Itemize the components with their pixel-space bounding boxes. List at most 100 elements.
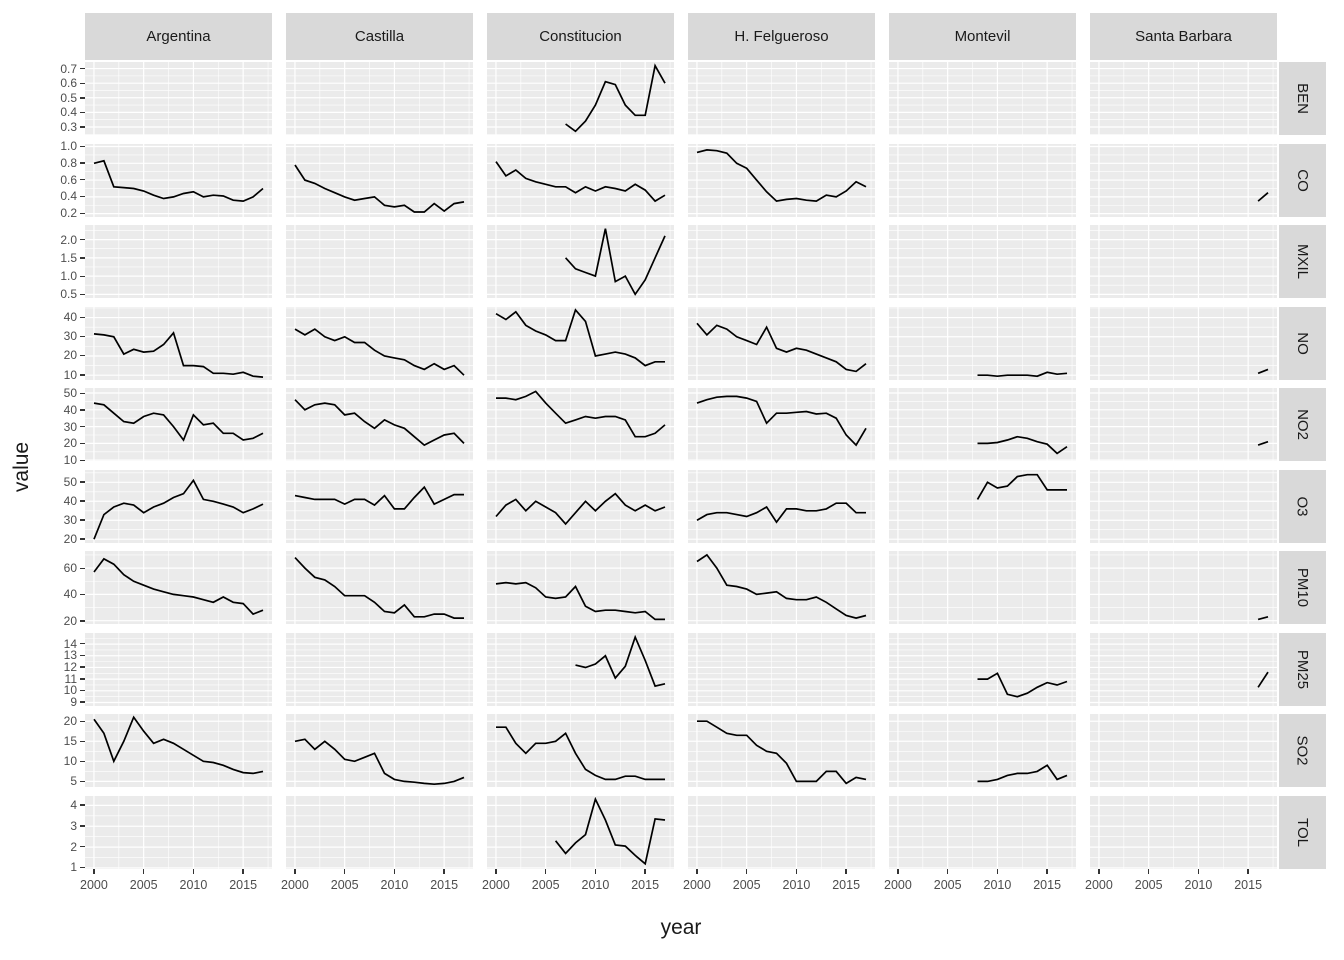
series-line-no-constitucion: [495, 307, 665, 367]
y-tick-label: 1.0: [60, 139, 77, 154]
panel-co-h-felgueroso: [688, 143, 875, 217]
x-tick-label: 2010: [581, 877, 610, 892]
y-tick-mark: [80, 593, 85, 596]
y-tick-mark: [80, 740, 85, 743]
panel-no2-constitucion: [487, 388, 674, 461]
x-tick-mark: [495, 868, 497, 874]
y-tick-label: 50: [63, 474, 77, 489]
series-line-no2-constitucion: [496, 390, 666, 438]
panel-pm25-castilla: [286, 632, 473, 706]
panel-mxil-montevil: [889, 225, 1076, 298]
y-tick-label: 5: [70, 774, 77, 789]
panel-o3-santa-barbara: [1090, 469, 1277, 543]
series-line-no2-castilla: [294, 399, 465, 447]
y-tick-label: 0.8: [60, 155, 77, 170]
y-tick-label: 10: [63, 367, 77, 382]
panel-mxil-h-felgueroso: [688, 225, 875, 298]
x-tick-mark: [294, 868, 296, 874]
x-tick-label: 2015: [832, 877, 861, 892]
x-tick-label: 2010: [179, 877, 208, 892]
panel-no-argentina: [85, 306, 272, 380]
y-tick-label: 20: [63, 613, 77, 628]
series-line-co-h-felgueroso: [696, 148, 867, 202]
facet-row-label: BEN: [1294, 83, 1311, 114]
x-tick-mark: [1197, 868, 1200, 874]
panel-pm25-constitucion: [487, 632, 674, 706]
y-tick-mark: [80, 678, 85, 680]
y-tick-mark: [80, 68, 85, 70]
y-tick-mark: [80, 804, 85, 806]
x-tick-mark: [142, 868, 145, 874]
y-tick-mark: [80, 82, 85, 85]
y-tick-label: 10: [63, 754, 77, 769]
panel-mxil-constitucion: [487, 225, 674, 298]
series-line-no-h-felgueroso: [696, 322, 867, 372]
x-tick-label: 2000: [281, 877, 309, 892]
y-tick-mark: [80, 111, 85, 114]
y-tick-mark: [80, 162, 85, 164]
y-tick-label: 30: [63, 419, 77, 434]
x-tick-label: 2005: [732, 877, 761, 892]
y-tick-mark: [80, 316, 85, 318]
y-tick-label: 0.5: [60, 287, 77, 302]
y-tick-mark: [80, 538, 85, 540]
panel-no-castilla: [286, 306, 473, 380]
y-tick-mark: [80, 374, 85, 376]
y-tick-mark: [80, 701, 85, 703]
x-tick-mark: [946, 868, 949, 874]
panel-mxil-castilla: [286, 225, 473, 298]
panel-no2-h-felgueroso: [688, 388, 875, 461]
x-tick-mark: [443, 868, 445, 874]
y-tick-mark: [80, 481, 85, 483]
facet-row-strip-co: CO: [1279, 143, 1326, 217]
facet-col-strip-constitucion: Constitucion: [487, 13, 674, 60]
series-line-co-argentina: [93, 159, 264, 202]
series-line-no-castilla: [294, 327, 465, 376]
facet-row-strip-ben: BEN: [1279, 62, 1326, 135]
y-tick-label: 50: [63, 386, 77, 401]
series-line-o3-constitucion: [495, 492, 666, 525]
facet-row-label: NO2: [1294, 409, 1311, 440]
series-line-no2-montevil: [977, 435, 1068, 455]
panel-pm10-santa-barbara: [1090, 551, 1277, 624]
panel-ben-h-felgueroso: [688, 62, 875, 135]
series-line-pm10-constitucion: [495, 581, 665, 621]
facet-row-label: PM25: [1294, 649, 1311, 689]
x-tick-mark: [696, 868, 698, 874]
x-tick-mark: [1098, 868, 1100, 874]
facet-col-strip-montevil: Montevil: [889, 13, 1076, 60]
y-tick-mark: [80, 866, 85, 869]
y-tick-mark: [80, 654, 85, 657]
y-tick-mark: [80, 666, 85, 668]
facet-row-label: PM10: [1294, 567, 1311, 608]
x-tick-label: 2015: [430, 877, 459, 892]
panel-tol-montevil: [889, 795, 1076, 869]
y-tick-label: 2: [70, 839, 77, 854]
panel-no2-montevil: [889, 388, 1076, 461]
panel-pm10-montevil: [889, 551, 1076, 624]
facet-col-strip-h-felgueroso: H. Felgueroso: [688, 13, 875, 60]
panel-o3-castilla: [286, 469, 473, 543]
panel-pm25-h-felgueroso: [688, 632, 875, 706]
facet-row-strip-so2: SO2: [1279, 714, 1326, 787]
series-line-pm10-santa-barbara: [1257, 615, 1269, 621]
panel-ben-montevil: [889, 62, 1076, 135]
facet-row-strip-pm10: PM10: [1279, 551, 1326, 624]
panel-so2-montevil: [889, 714, 1076, 787]
x-tick-mark: [845, 868, 847, 874]
panel-pm10-castilla: [286, 551, 473, 624]
panel-pm10-constitucion: [487, 551, 674, 624]
panel-pm25-montevil: [889, 632, 1076, 706]
y-tick-mark: [80, 500, 85, 502]
panel-ben-santa-barbara: [1090, 62, 1277, 135]
x-tick-mark: [192, 868, 195, 874]
x-tick-mark: [594, 868, 597, 874]
panel-ben-argentina: [85, 62, 272, 135]
panel-o3-argentina: [85, 469, 272, 543]
y-tick-label: 40: [63, 402, 77, 417]
x-tick-mark: [1247, 868, 1249, 874]
y-tick-mark: [80, 145, 85, 147]
panel-tol-constitucion: [487, 795, 674, 869]
y-tick-mark: [80, 426, 85, 428]
y-tick-label: 0.6: [60, 76, 77, 91]
